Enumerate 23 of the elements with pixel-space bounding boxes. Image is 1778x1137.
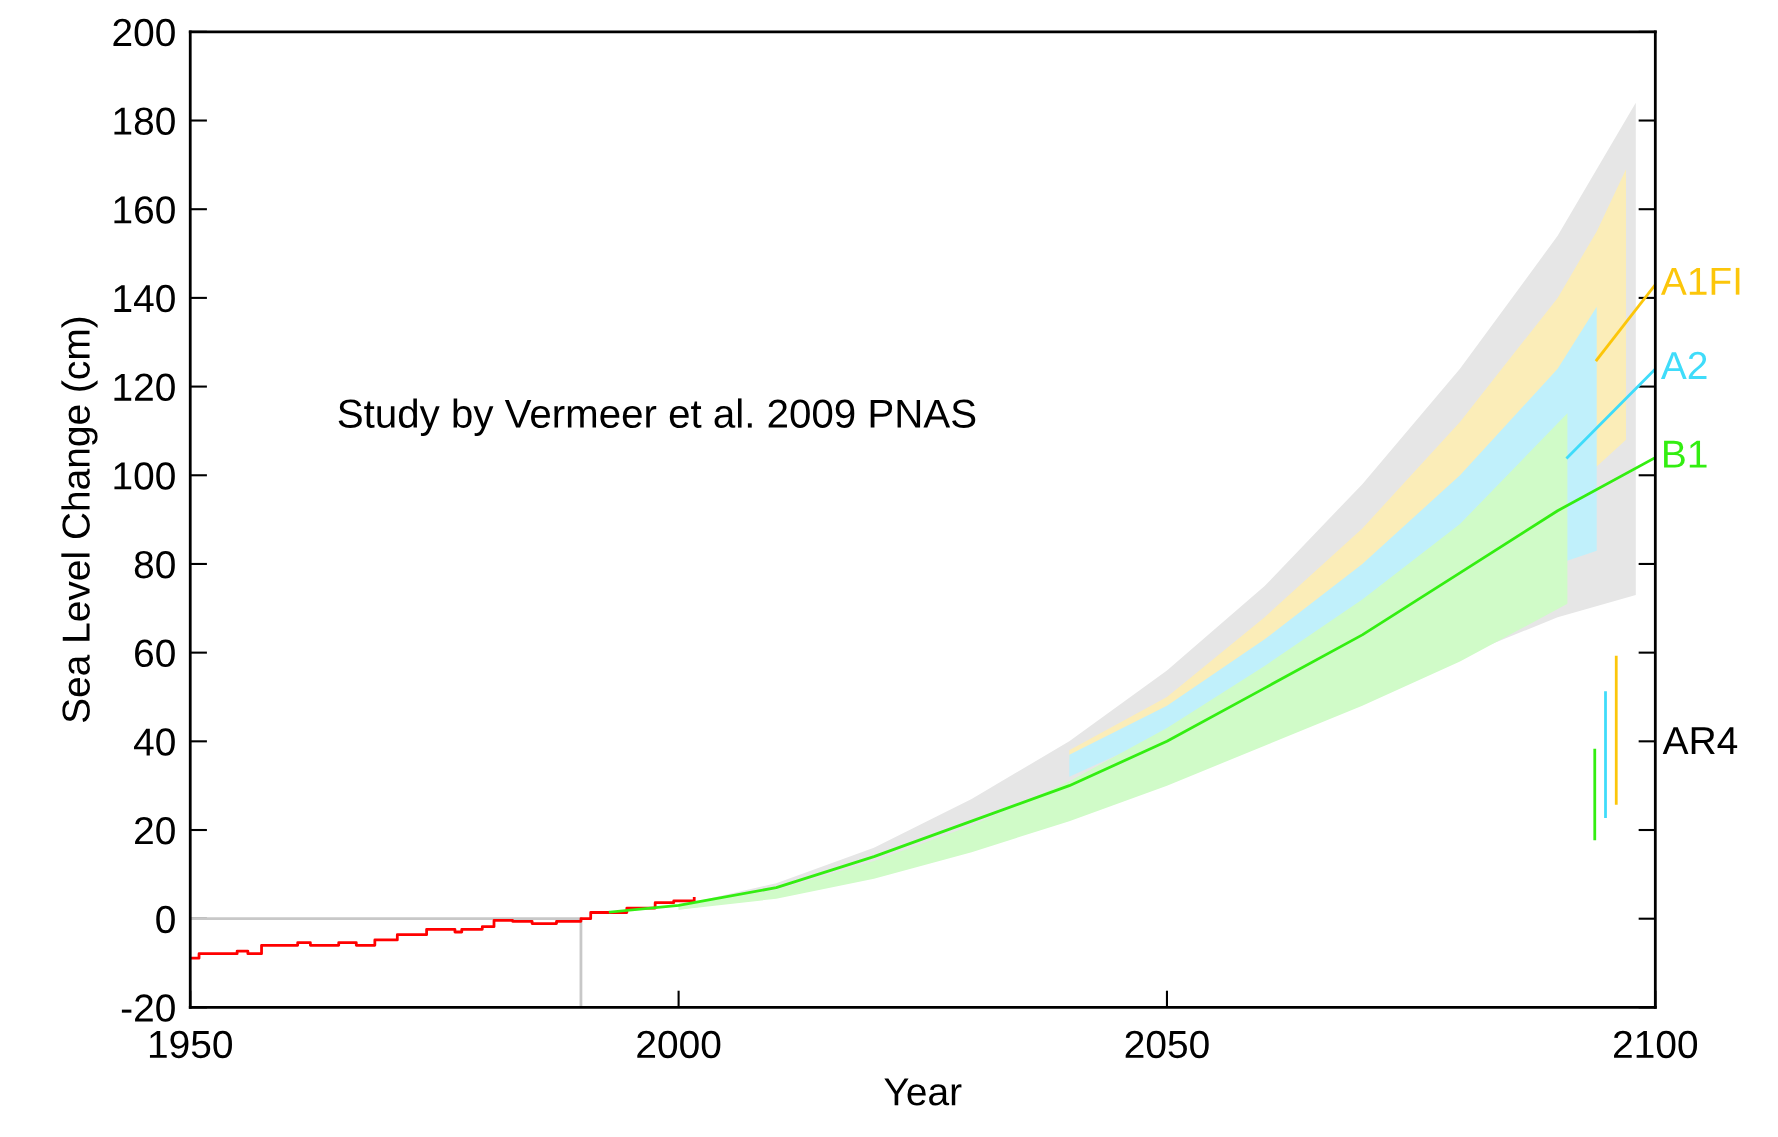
y-axis-title: Sea Level Change (cm) <box>61 317 98 723</box>
x-tick-label: 1950 <box>149 1030 232 1059</box>
y-tick-label: 60 <box>135 639 175 668</box>
y-tick-label: 0 <box>156 905 175 934</box>
series-label: B1 <box>1664 440 1707 468</box>
x-tick-label: 2050 <box>1125 1030 1209 1059</box>
y-tick-label: 20 <box>135 816 175 845</box>
y-tick-label: 40 <box>134 728 175 756</box>
y-tick-label: 100 <box>114 462 175 490</box>
series-label: A2 <box>1660 351 1707 379</box>
series-label: A1FI <box>1660 267 1740 295</box>
y-tick-label: 160 <box>114 196 175 224</box>
x-tick-label: 2100 <box>1614 1030 1698 1059</box>
text: AR4 <box>1662 727 1738 755</box>
x-tick-label: 2000 <box>637 1030 721 1059</box>
y-tick-label: 80 <box>134 550 175 579</box>
x-axis-title: Year <box>884 1078 962 1106</box>
y-tick-label: -20 <box>121 994 175 1022</box>
y-tick-label: 140 <box>114 284 175 313</box>
y-tick-label: 200 <box>113 18 175 47</box>
y-tick-label: 180 <box>114 107 175 135</box>
y-tick-label: 120 <box>114 373 175 402</box>
annotation: Study by Vermeer et al. 2009 PNAS <box>338 398 976 436</box>
